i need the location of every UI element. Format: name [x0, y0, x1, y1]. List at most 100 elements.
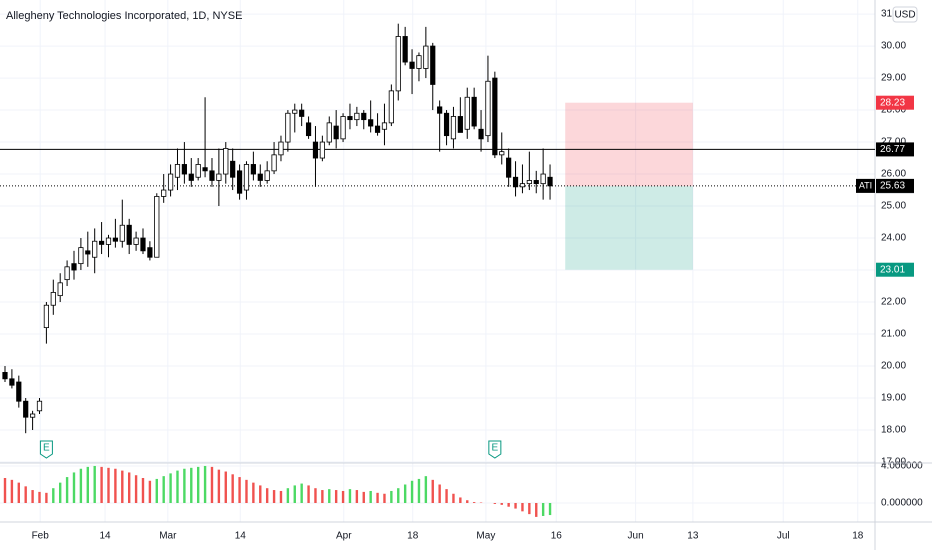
candle-body: [361, 112, 367, 121]
candle-body: [374, 125, 381, 133]
x-tick-label: 14: [99, 531, 111, 542]
candle-body: [154, 196, 160, 258]
candle-body: [354, 112, 360, 121]
candle-body: [243, 164, 250, 191]
target-label: 23.01: [880, 264, 905, 275]
y-tick-label: 17.00: [881, 457, 906, 468]
candle-body: [526, 180, 532, 185]
candle-body: [105, 237, 112, 245]
candle-body: [547, 176, 553, 187]
candle-body: [278, 141, 284, 156]
chart-title: Allegheny Technologies Incorporated, 1D,…: [6, 10, 242, 22]
candle-body: [230, 160, 236, 178]
candle-body: [216, 173, 222, 181]
candle-body: [112, 237, 118, 242]
y-tick-label: 26.00: [881, 169, 906, 180]
candle-body: [140, 237, 146, 252]
currency-box: [892, 6, 918, 23]
candle-body: [85, 250, 91, 255]
candle-body: [271, 154, 277, 172]
stop-label: 28.23: [880, 97, 905, 108]
candle-body: [368, 119, 374, 127]
target-zone: [565, 186, 693, 270]
candle-body: [519, 183, 526, 188]
candle-body: [78, 247, 84, 265]
candle-body: [209, 170, 215, 181]
earnings-marker: [39, 440, 53, 459]
stop-label-bg: [876, 95, 914, 110]
candle-body: [9, 378, 15, 386]
candle-body: [50, 292, 56, 306]
candle-body: [161, 189, 167, 197]
candle-body: [250, 164, 256, 175]
candle-body: [464, 96, 470, 130]
candle-body: [36, 400, 43, 412]
candle-body: [236, 170, 243, 194]
candle-body: [92, 240, 98, 258]
candle-body: [540, 173, 546, 185]
candle-body: [299, 109, 305, 117]
stop-zone: [565, 102, 693, 187]
candle-body: [43, 304, 49, 329]
candle-body: [478, 128, 484, 140]
candle-body: [16, 381, 22, 402]
candle-body: [57, 282, 63, 297]
x-tick-label: 18: [852, 531, 864, 542]
candle-body: [174, 164, 181, 178]
candle-body: [285, 112, 291, 143]
symbol-label: ATI: [859, 180, 872, 190]
x-tick-label: Feb: [32, 531, 50, 542]
candle-body: [347, 116, 353, 121]
candle-body: [23, 400, 29, 418]
candle-body: [126, 224, 132, 245]
candle-body: [381, 122, 388, 130]
x-tick-label: May: [476, 531, 495, 542]
y-tick-label: 18.00: [881, 425, 906, 436]
candle-body: [506, 157, 512, 178]
y-tick-label: 31: [881, 9, 893, 20]
candle-body: [409, 61, 415, 69]
x-tick-label: 14: [235, 531, 247, 542]
candle-body: [533, 180, 539, 185]
candle-body: [147, 247, 153, 258]
candle-body: [133, 237, 139, 245]
currency-label: USD: [894, 10, 915, 21]
candle-body: [292, 109, 298, 114]
x-tick-label: Mar: [159, 531, 177, 542]
candle-body: [443, 112, 450, 137]
candle-body: [64, 266, 70, 281]
candle-body: [423, 45, 429, 69]
candle-body: [326, 122, 332, 143]
y-tick-label: 22.00: [881, 297, 906, 308]
candle-body: [416, 55, 422, 69]
candle-body: [2, 372, 8, 380]
candle-body: [340, 116, 346, 140]
candle-body: [98, 240, 105, 245]
candle-body: [71, 263, 77, 271]
candle-body: [395, 36, 401, 92]
target-label-bg: [876, 262, 914, 277]
y-tick-label: 19.00: [881, 393, 906, 404]
y-tick-label: 30.00: [881, 41, 906, 52]
x-tick-label: 18: [407, 531, 419, 542]
candle-body: [333, 125, 339, 140]
x-tick-label: 13: [687, 531, 699, 542]
osc-tick-label: 4.000000: [881, 461, 923, 472]
candle-body: [430, 45, 436, 85]
y-tick-label: 27.00: [881, 137, 906, 148]
candle-body: [257, 173, 263, 181]
y-tick-label: 25.00: [881, 201, 906, 212]
candle-body: [264, 170, 270, 181]
earnings-label: E: [43, 443, 50, 454]
x-tick-label: 16: [551, 531, 563, 542]
y-tick-label: 21.00: [881, 329, 906, 340]
candle-body: [450, 116, 457, 140]
candle-body: [512, 176, 519, 188]
x-tick-label: Jun: [628, 531, 644, 542]
x-tick-label: Apr: [336, 531, 352, 542]
candle-body: [305, 122, 312, 137]
earnings-marker: [488, 440, 502, 459]
candle-body: [312, 141, 319, 159]
x-tick-label: Jul: [777, 531, 790, 542]
candle-body: [492, 77, 498, 156]
